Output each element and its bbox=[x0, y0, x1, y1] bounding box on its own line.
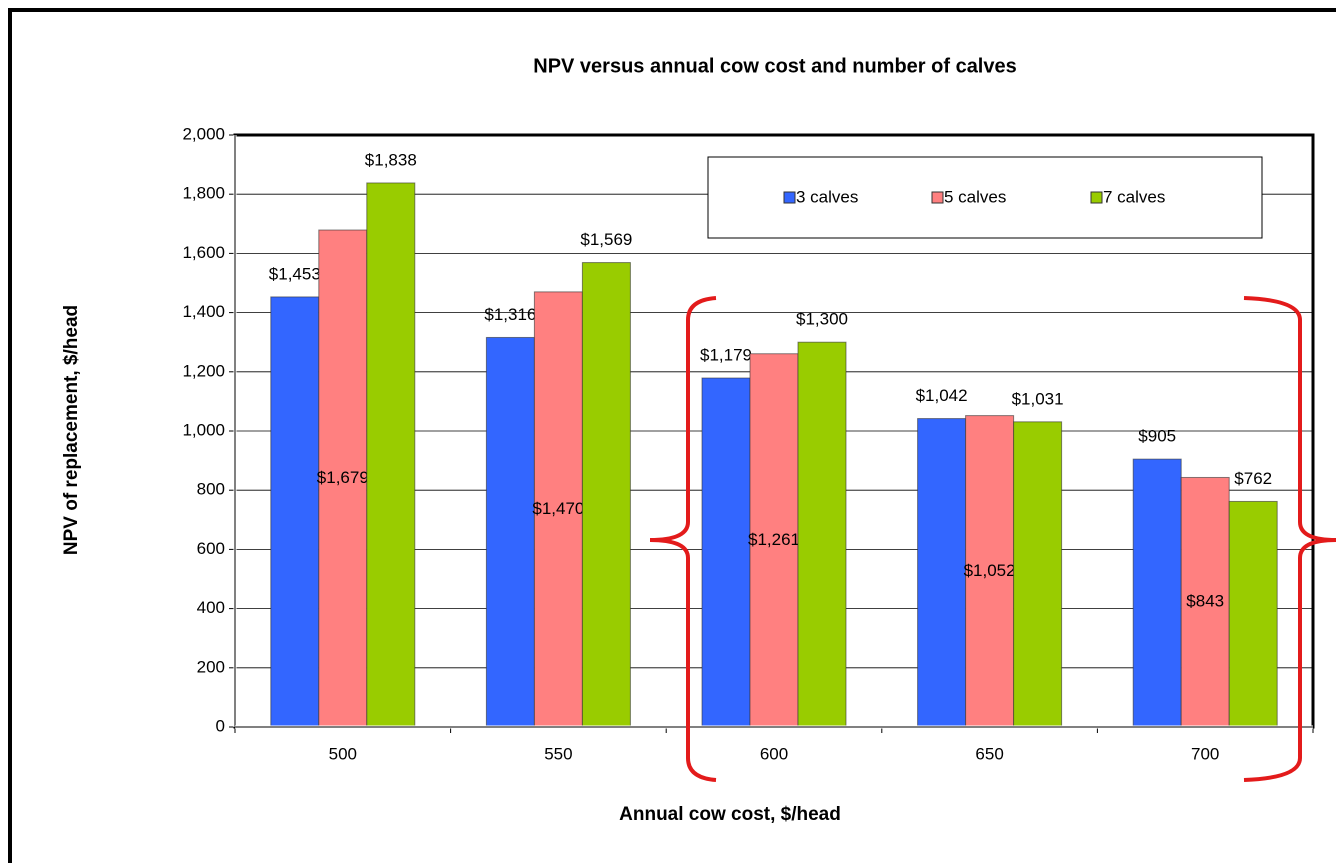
x-axis-title: Annual cow cost, $/head bbox=[619, 804, 841, 825]
bar bbox=[318, 229, 368, 728]
legend-label: 7 calves bbox=[1103, 187, 1165, 206]
bar bbox=[797, 341, 847, 728]
bar bbox=[1132, 458, 1182, 728]
bar bbox=[1228, 500, 1278, 728]
legend-swatch bbox=[931, 191, 944, 204]
bracket-right bbox=[1243, 296, 1336, 782]
bar bbox=[1180, 476, 1230, 728]
bar bbox=[366, 182, 416, 728]
plot-area: 0 200 400 600 800 1,000 1,200 1,400 1,600 1,800 2,… bbox=[182, 124, 1315, 763]
bracket-left bbox=[649, 296, 717, 782]
legend-label: 5 calves bbox=[944, 187, 1006, 206]
value-label: $1,300 bbox=[796, 310, 848, 329]
y-axis-title: NPV of replacement, $/head bbox=[61, 305, 82, 555]
value-label: $1,031 bbox=[1012, 389, 1064, 408]
value-label: $1,261 bbox=[748, 530, 800, 549]
x-tick-label: 550 bbox=[544, 744, 572, 763]
value-label: $1,453 bbox=[269, 264, 321, 283]
legend-swatch bbox=[1090, 191, 1103, 204]
legend-items: 3 calves 5 calves 7 calves bbox=[783, 187, 1165, 206]
value-label: $1,316 bbox=[484, 305, 536, 324]
y-tick-label: 200 bbox=[197, 657, 225, 676]
x-tick-label: 650 bbox=[975, 744, 1003, 763]
bar bbox=[917, 418, 967, 728]
y-tick-label: 1,400 bbox=[182, 302, 225, 321]
value-label: $905 bbox=[1138, 427, 1176, 446]
value-label: $843 bbox=[1186, 592, 1224, 611]
value-label: $1,569 bbox=[580, 230, 632, 249]
x-tick-label: 700 bbox=[1191, 744, 1219, 763]
value-label: $1,179 bbox=[700, 346, 752, 365]
bar bbox=[701, 377, 751, 728]
x-tick-label: 500 bbox=[329, 744, 357, 763]
bar bbox=[485, 336, 535, 728]
x-tick-label: 600 bbox=[760, 744, 788, 763]
bar bbox=[749, 353, 799, 728]
value-label: $1,042 bbox=[916, 386, 968, 405]
legend-swatch bbox=[783, 191, 796, 204]
y-tick-label: 1,200 bbox=[182, 361, 225, 380]
y-tick-label: 1,600 bbox=[182, 243, 225, 262]
y-tick-label: 400 bbox=[197, 598, 225, 617]
value-label: $1,052 bbox=[964, 561, 1016, 580]
value-label: $1,470 bbox=[532, 499, 584, 518]
legend bbox=[707, 156, 1263, 239]
y-tick-label: 600 bbox=[197, 539, 225, 558]
value-label: $762 bbox=[1234, 469, 1272, 488]
value-label: $1,679 bbox=[317, 468, 369, 487]
chart-title: NPV versus annual cow cost and number of… bbox=[533, 55, 1017, 77]
bar bbox=[581, 262, 631, 728]
y-tick-label: 1,800 bbox=[182, 184, 225, 203]
legend-label: 3 calves bbox=[796, 187, 858, 206]
y-tick-label: 1,000 bbox=[182, 420, 225, 439]
bar bbox=[270, 296, 320, 728]
value-label: $1,838 bbox=[365, 150, 417, 169]
y-tick-label: 0 bbox=[216, 716, 225, 735]
y-tick-label: 800 bbox=[197, 480, 225, 499]
bar bbox=[1013, 421, 1063, 728]
y-tick-label: 2,000 bbox=[182, 124, 225, 143]
